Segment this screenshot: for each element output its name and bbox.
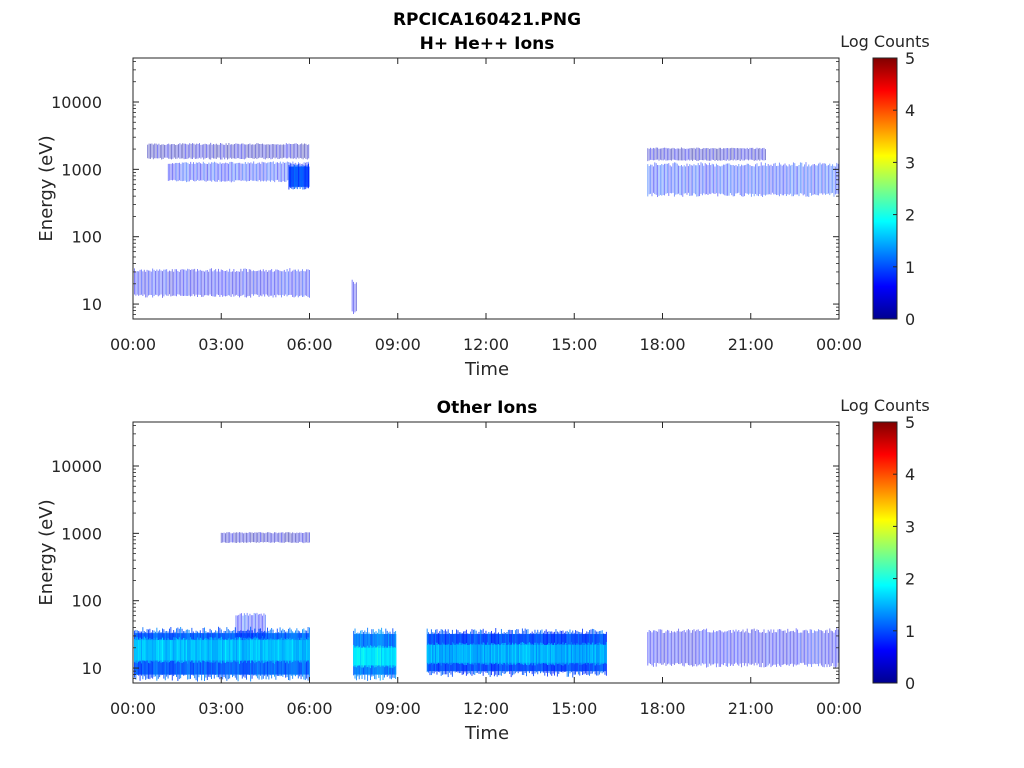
x-tick-label: 12:00 <box>463 699 509 718</box>
data-patch <box>426 642 607 666</box>
colorbar-tick-label: 5 <box>905 49 915 68</box>
colorbar-tick-label: 0 <box>905 310 915 329</box>
x-axis-label: Time <box>464 723 509 744</box>
x-tick-label: 21:00 <box>728 335 774 354</box>
data-patch <box>220 531 310 544</box>
colorbar-tick-label: 4 <box>905 101 915 120</box>
colorbar-tick-label: 1 <box>905 622 915 641</box>
x-tick-label: 15:00 <box>551 699 597 718</box>
data-patch <box>351 279 357 315</box>
x-tick-label: 12:00 <box>463 335 509 354</box>
x-tick-label: 18:00 <box>639 699 685 718</box>
y-tick-label: 1000 <box>61 160 102 179</box>
data-patch <box>147 142 310 160</box>
x-tick-label: 00:00 <box>816 335 862 354</box>
figure-file-title: RPCICA160421.PNG <box>393 10 581 30</box>
colorbar <box>872 421 898 684</box>
x-tick-label: 03:00 <box>198 699 244 718</box>
spectrogram-data <box>134 531 839 682</box>
data-patch <box>288 163 310 190</box>
panel-title: H+ He++ Ions <box>420 34 555 54</box>
x-tick-label: 09:00 <box>375 335 421 354</box>
colorbar <box>872 57 898 320</box>
colorbar-label: Log Counts <box>840 396 930 415</box>
x-tick-label: 09:00 <box>375 699 421 718</box>
x-axis-label: Time <box>464 359 509 380</box>
spectrogram-data <box>134 142 839 315</box>
colorbar-tick-label: 4 <box>905 465 915 484</box>
x-tick-label: 00:00 <box>816 699 862 718</box>
x-tick-label: 21:00 <box>728 699 774 718</box>
colorbar-tick-label: 3 <box>905 517 915 536</box>
y-tick-label: 100 <box>71 228 102 247</box>
x-tick-label: 18:00 <box>639 335 685 354</box>
x-tick-label: 00:00 <box>110 699 156 718</box>
y-tick-label: 1000 <box>61 524 102 543</box>
y-tick-label: 10000 <box>51 457 102 476</box>
colorbar-tick-label: 2 <box>905 570 915 589</box>
data-patch <box>167 161 309 183</box>
colorbar-tick-label: 0 <box>905 674 915 693</box>
y-tick-label: 10 <box>82 295 102 314</box>
y-tick-label: 100 <box>71 592 102 611</box>
y-tick-label: 10 <box>82 659 102 678</box>
y-axis-label: Energy (eV) <box>36 135 57 241</box>
x-tick-label: 06:00 <box>286 335 332 354</box>
data-patch <box>647 627 839 668</box>
colorbar-tick-label: 2 <box>905 206 915 225</box>
colorbar-tick-label: 5 <box>905 413 915 432</box>
colorbar-label: Log Counts <box>840 32 930 51</box>
x-tick-label: 15:00 <box>551 335 597 354</box>
y-axis-label: Energy (eV) <box>36 499 57 605</box>
panel-title: Other Ions <box>437 398 538 418</box>
x-tick-label: 00:00 <box>110 335 156 354</box>
colorbar-tick-label: 1 <box>905 258 915 277</box>
data-patch <box>353 644 397 669</box>
x-tick-label: 03:00 <box>198 335 244 354</box>
data-patch <box>235 612 266 639</box>
data-patch <box>647 162 839 198</box>
data-patch <box>134 268 310 298</box>
data-patch <box>647 147 766 162</box>
data-patch <box>134 636 310 664</box>
x-tick-label: 06:00 <box>286 699 332 718</box>
colorbar-tick-label: 3 <box>905 153 915 172</box>
y-tick-label: 10000 <box>51 93 102 112</box>
